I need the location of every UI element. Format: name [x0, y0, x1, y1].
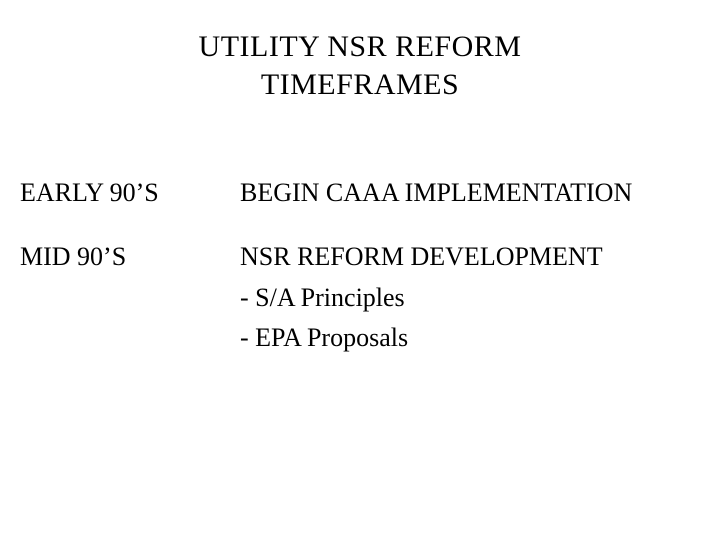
period-description: BEGIN CAAA IMPLEMENTATION	[240, 175, 632, 211]
content-area: EARLY 90’S BEGIN CAAA IMPLEMENTATION MID…	[0, 175, 720, 357]
period-label: EARLY 90’S	[20, 175, 240, 211]
sub-item: - EPA Proposals	[240, 320, 603, 356]
row-heading: NSR REFORM DEVELOPMENT	[240, 239, 603, 275]
period-description: NSR REFORM DEVELOPMENT - S/A Principles …	[240, 239, 603, 356]
title-line-2: TIMEFRAMES	[0, 66, 720, 104]
slide-title: UTILITY NSR REFORM TIMEFRAMES	[0, 28, 720, 103]
row-heading: BEGIN CAAA IMPLEMENTATION	[240, 175, 632, 211]
timeline-row: MID 90’S NSR REFORM DEVELOPMENT - S/A Pr…	[20, 239, 720, 356]
timeline-row: EARLY 90’S BEGIN CAAA IMPLEMENTATION	[20, 175, 720, 211]
title-line-1: UTILITY NSR REFORM	[0, 28, 720, 66]
period-label: MID 90’S	[20, 239, 240, 356]
slide: UTILITY NSR REFORM TIMEFRAMES EARLY 90’S…	[0, 0, 720, 540]
sub-item: - S/A Principles	[240, 280, 603, 316]
